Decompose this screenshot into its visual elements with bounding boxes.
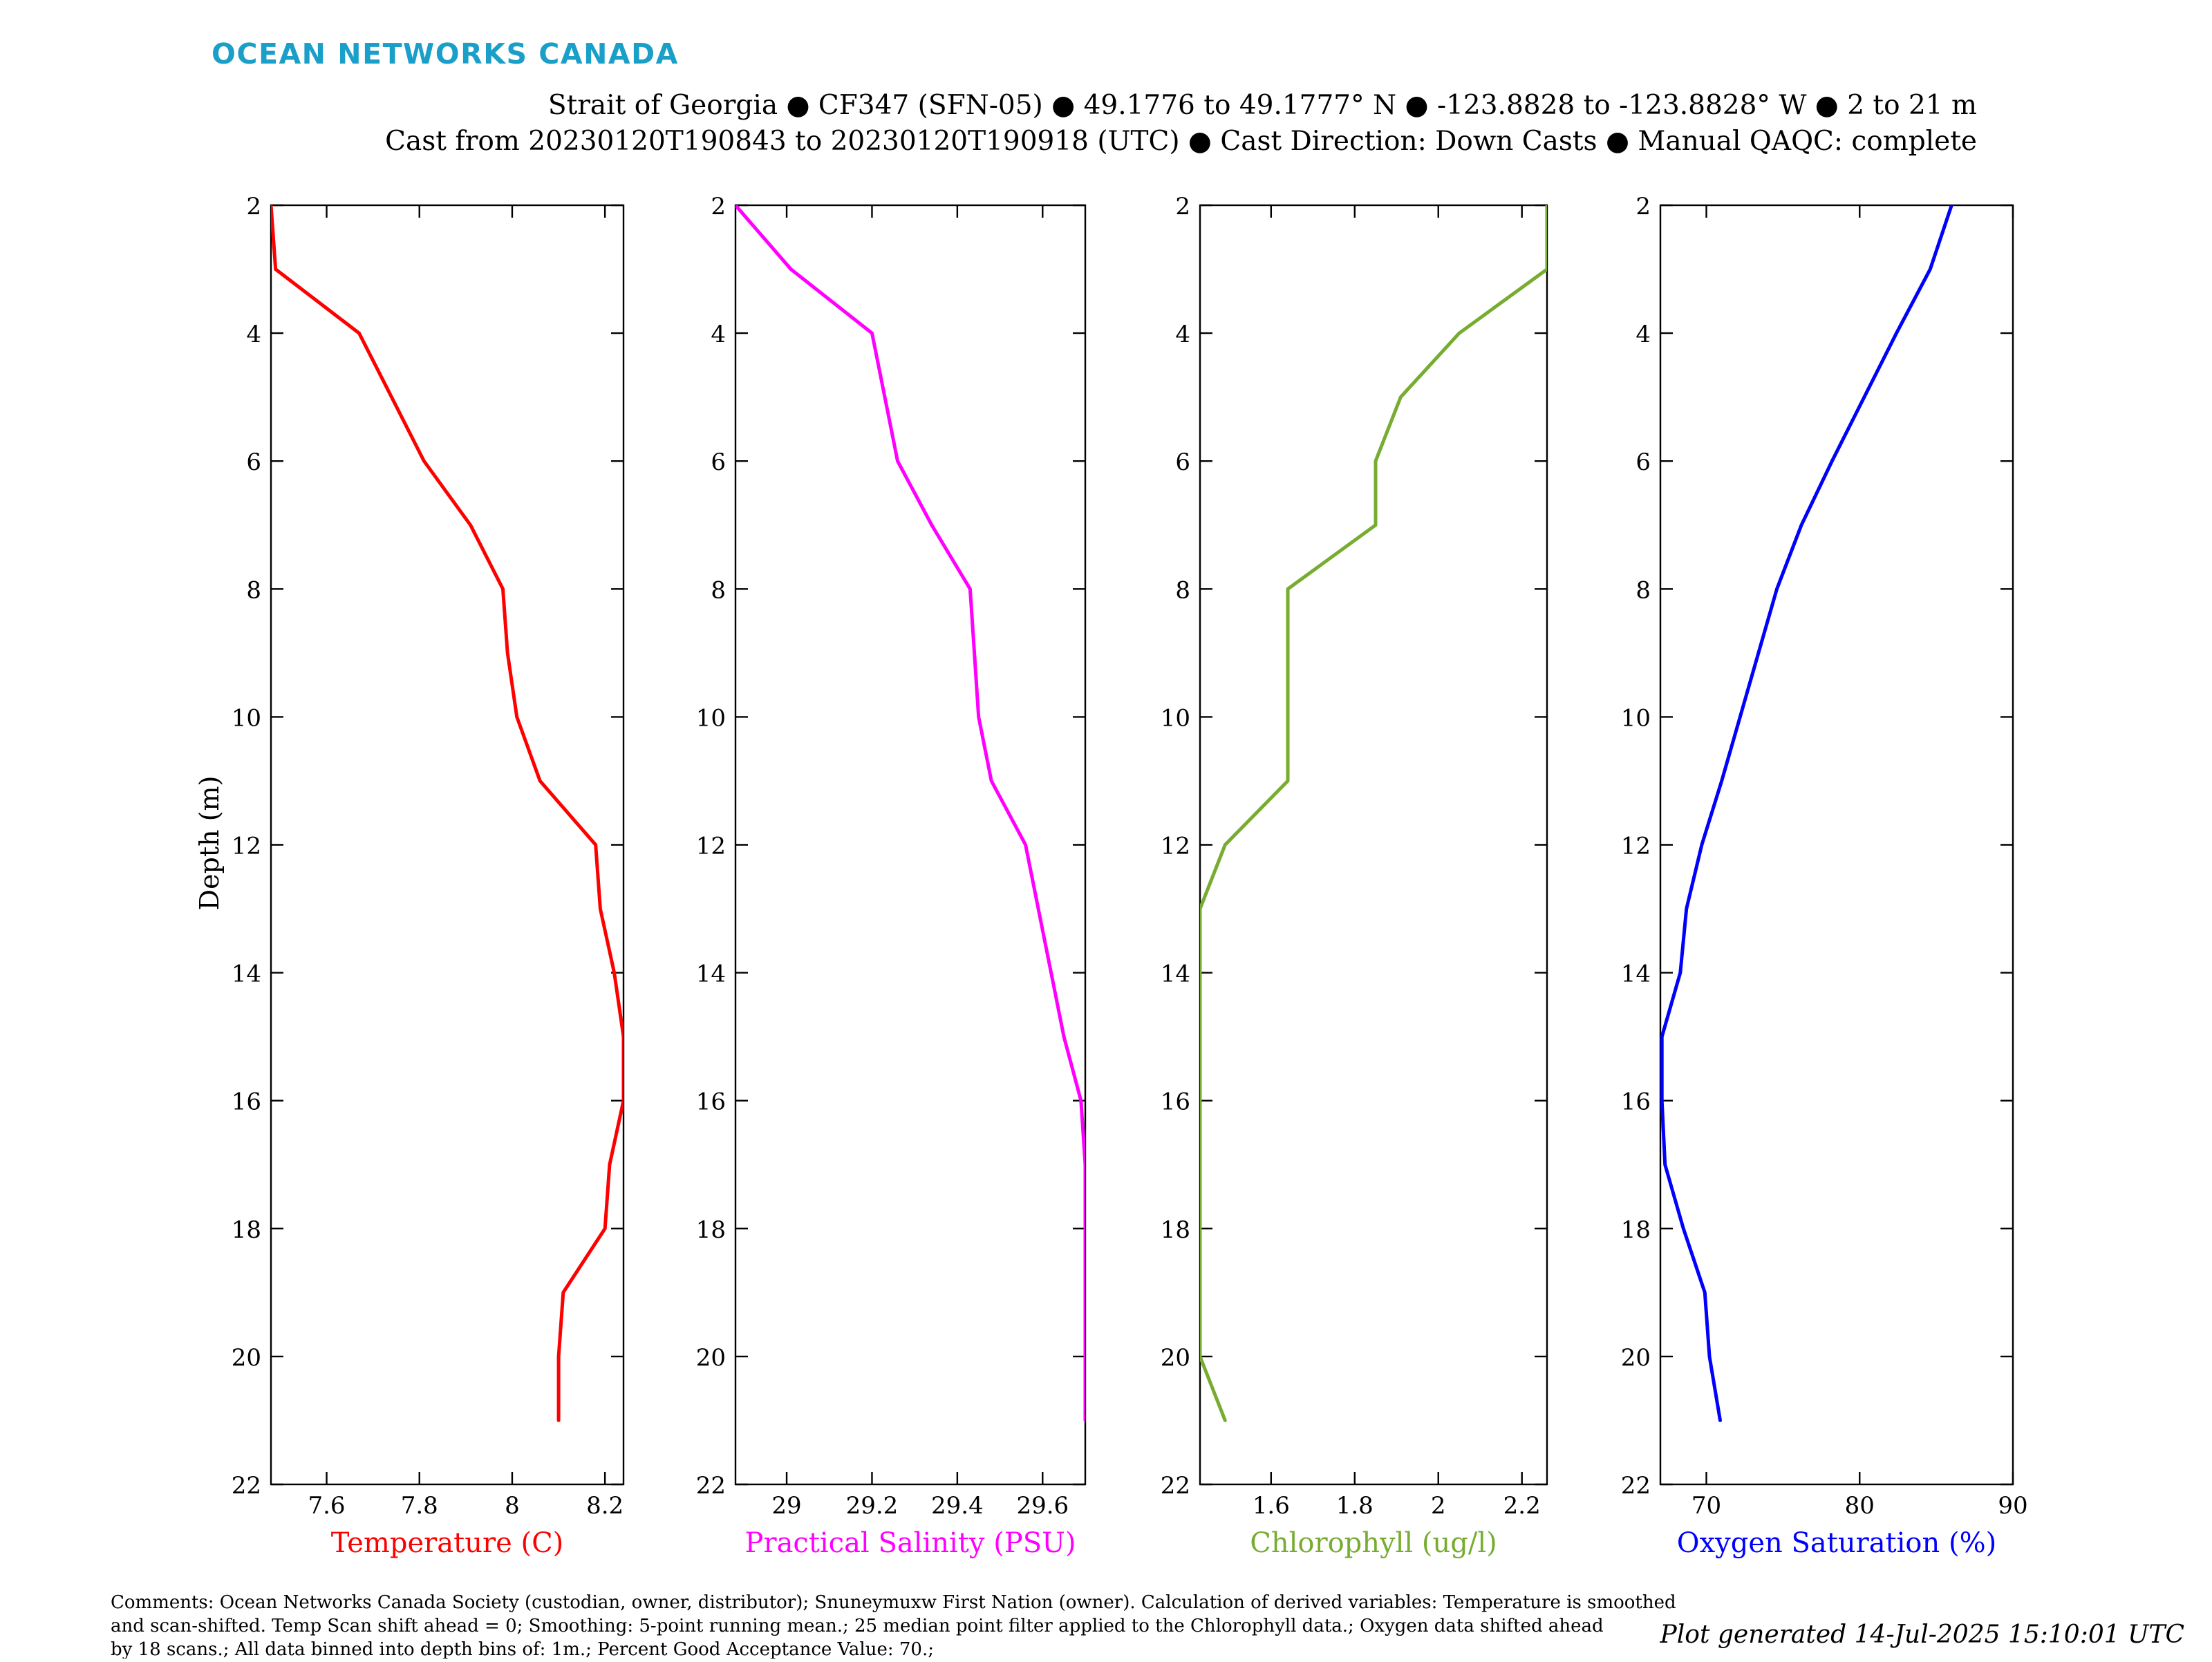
comments-line-1: Comments: Ocean Networks Canada Society … bbox=[111, 1592, 1676, 1613]
series-line bbox=[1200, 205, 1547, 1422]
y-tick-label: 18 bbox=[1621, 1216, 1651, 1244]
y-tick-label: 14 bbox=[232, 961, 261, 988]
y-tick-label: 4 bbox=[1635, 321, 1651, 348]
y-tick-label: 10 bbox=[1621, 704, 1651, 732]
series-line bbox=[1660, 205, 1953, 1422]
header-line-2: Cast from 20230120T190843 to 20230120T19… bbox=[385, 126, 1977, 157]
x-tick-label: 1.6 bbox=[1253, 1492, 1290, 1520]
x-tick-label: 7.6 bbox=[308, 1492, 345, 1520]
comments-line-2: and scan-shifted. Temp Scan shift ahead … bbox=[111, 1616, 1604, 1636]
y-tick-label: 12 bbox=[696, 833, 726, 860]
header-line-1: Strait of Georgia ● CF347 (SFN-05) ● 49.… bbox=[548, 90, 1977, 121]
y-tick-label: 22 bbox=[1161, 1472, 1190, 1500]
x-tick-label: 29.2 bbox=[846, 1492, 899, 1520]
x-axis-label: Practical Salinity (PSU) bbox=[745, 1527, 1076, 1559]
y-tick-label: 10 bbox=[696, 704, 726, 732]
y-tick-label: 4 bbox=[1175, 321, 1190, 348]
y-tick-label: 2 bbox=[246, 193, 261, 220]
y-tick-label: 18 bbox=[1161, 1216, 1190, 1244]
x-tick-label: 2 bbox=[1431, 1492, 1446, 1520]
x-tick-label: 8 bbox=[505, 1492, 520, 1520]
chart-panel-2: 2 4 6 8 10 12 14 16 18 20 22 29 29.2 29.4 29.6 Practica… bbox=[696, 193, 1087, 1559]
y-tick-label: 20 bbox=[1161, 1344, 1190, 1372]
y-tick-label: 20 bbox=[232, 1344, 261, 1372]
y-tick-label: 16 bbox=[232, 1088, 261, 1116]
y-tick-label: 6 bbox=[1175, 448, 1190, 476]
x-tick-label: 7.8 bbox=[401, 1492, 438, 1520]
x-tick-label: 70 bbox=[1691, 1492, 1721, 1520]
y-tick-label: 12 bbox=[1621, 833, 1651, 860]
x-tick-label: 29.4 bbox=[931, 1492, 984, 1520]
y-tick-label: 10 bbox=[1161, 704, 1190, 732]
y-tick-label: 20 bbox=[696, 1344, 726, 1372]
y-tick-label: 22 bbox=[232, 1472, 261, 1500]
chart-panel-1: 2 4 6 8 10 12 14 16 18 20 22 7.6 7.8 8 8.2 Temperature … bbox=[232, 193, 625, 1559]
comments-line-3: by 18 scans.; All data binned into depth… bbox=[111, 1639, 934, 1659]
y-tick-label: 16 bbox=[696, 1088, 726, 1116]
y-tick-label: 2 bbox=[1175, 193, 1190, 220]
y-tick-label: 8 bbox=[1635, 576, 1651, 604]
y-tick-label: 18 bbox=[232, 1216, 261, 1244]
y-tick-label: 2 bbox=[711, 193, 726, 220]
x-tick-label: 2.2 bbox=[1503, 1492, 1541, 1520]
x-tick-label: 90 bbox=[1998, 1492, 2027, 1520]
series-line bbox=[735, 205, 1085, 1422]
y-tick-label: 6 bbox=[246, 448, 261, 476]
x-axis-label: Chlorophyll (ug/l) bbox=[1250, 1527, 1497, 1559]
y-tick-label: 8 bbox=[246, 576, 261, 604]
y-tick-label: 16 bbox=[1161, 1088, 1190, 1116]
y-tick-label: 4 bbox=[711, 321, 726, 348]
x-axis-label: Oxygen Saturation (%) bbox=[1677, 1527, 1996, 1559]
y-tick-label: 18 bbox=[696, 1216, 726, 1244]
y-tick-label: 16 bbox=[1621, 1088, 1651, 1116]
y-tick-label: 10 bbox=[232, 704, 261, 732]
y-tick-label: 12 bbox=[1161, 833, 1190, 860]
brand-logo: OCEAN NETWORKS CANADA bbox=[212, 37, 679, 70]
y-axis-label: Depth (m) bbox=[194, 776, 225, 911]
y-tick-label: 14 bbox=[1621, 961, 1651, 988]
x-tick-label: 29.6 bbox=[1016, 1492, 1069, 1520]
y-tick-label: 8 bbox=[711, 576, 726, 604]
plot-generated-timestamp: Plot generated 14-Jul-2025 15:10:01 UTC bbox=[1660, 1621, 2184, 1649]
y-tick-label: 14 bbox=[1161, 961, 1190, 988]
x-tick-label: 8.2 bbox=[586, 1492, 624, 1520]
x-axis-label: Temperature (C) bbox=[331, 1527, 564, 1559]
y-tick-label: 12 bbox=[232, 833, 261, 860]
y-tick-label: 6 bbox=[711, 448, 726, 476]
y-tick-label: 2 bbox=[1635, 193, 1651, 220]
x-tick-label: 1.8 bbox=[1336, 1492, 1374, 1520]
x-tick-label: 29 bbox=[771, 1492, 801, 1520]
chart-panel-3: 2 4 6 8 10 12 14 16 18 20 22 1.6 1.8 2 2.2Chlorophyll … bbox=[1161, 193, 1548, 1559]
y-tick-label: 14 bbox=[696, 961, 726, 988]
y-tick-label: 8 bbox=[1175, 576, 1190, 604]
series-line bbox=[271, 205, 624, 1422]
y-tick-label: 6 bbox=[1635, 448, 1651, 476]
y-tick-label: 22 bbox=[696, 1472, 726, 1500]
y-tick-label: 4 bbox=[246, 321, 261, 348]
x-tick-label: 80 bbox=[1845, 1492, 1875, 1520]
y-tick-label: 22 bbox=[1621, 1472, 1651, 1500]
y-tick-label: 20 bbox=[1621, 1344, 1651, 1372]
